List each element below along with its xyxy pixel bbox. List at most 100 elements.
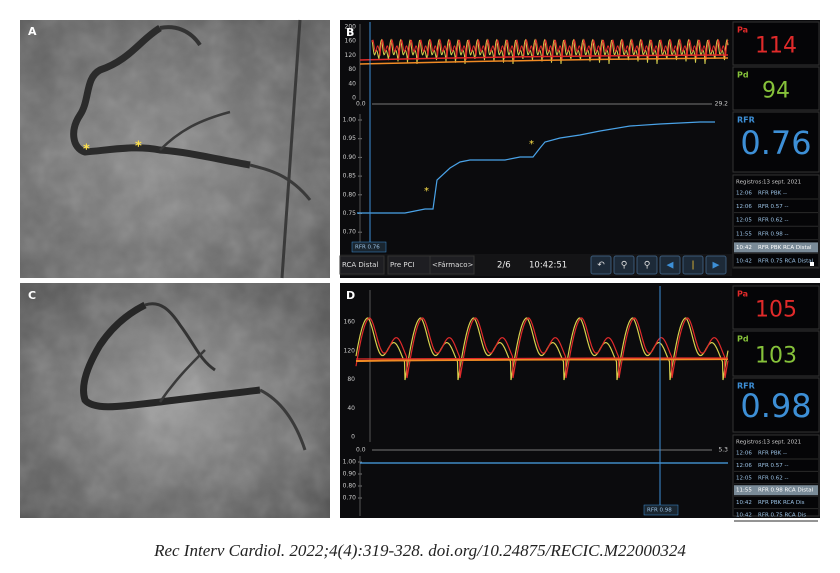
button-icon: ▶ bbox=[713, 261, 720, 271]
registry-time: 12:06 bbox=[736, 463, 752, 469]
pressure-tick: 200 bbox=[345, 24, 357, 31]
rfr-tick: 0.90 bbox=[343, 471, 357, 478]
toolbar-button[interactable] bbox=[613, 255, 635, 275]
pressure-trace bbox=[355, 317, 729, 381]
rfr-tick: 0.70 bbox=[343, 229, 357, 236]
registry-entry: RFR 0.62 -- bbox=[758, 475, 789, 481]
cursor-tag bbox=[351, 241, 387, 253]
mean-trace bbox=[359, 54, 729, 61]
toolbar-index: 2/6 bbox=[497, 261, 511, 271]
registry-title: Registros: bbox=[736, 440, 763, 446]
readout-label: Pa bbox=[737, 290, 748, 299]
pressure-tick: 160 bbox=[345, 38, 357, 45]
panel-label: A bbox=[28, 25, 37, 38]
mean-trace bbox=[359, 57, 729, 65]
rfr-trace bbox=[357, 121, 715, 214]
rfr-tick: 1.00 bbox=[343, 459, 357, 466]
toolbar-button[interactable] bbox=[682, 255, 704, 275]
panel-label: D bbox=[346, 289, 355, 302]
pressure-trace bbox=[355, 317, 729, 379]
time-end: 5.3 bbox=[718, 447, 728, 454]
registry-entry: RFR PBK RCA Dis bbox=[758, 500, 805, 506]
registry-entry: RFR 0.57 -- bbox=[758, 204, 789, 210]
toolbar-vessel: RCA Distal bbox=[342, 261, 378, 269]
rfr-tick: 0.90 bbox=[343, 154, 357, 161]
toolbar-phase: Pre PCI bbox=[390, 261, 415, 269]
toolbar-drug: <Fármaco> bbox=[432, 261, 474, 269]
rfr-tick: 0.85 bbox=[343, 173, 357, 180]
pressure-tick: 0 bbox=[351, 434, 355, 441]
button-icon: ◀ bbox=[667, 261, 674, 271]
button-icon: ⚲ bbox=[621, 261, 628, 271]
pressure-trace bbox=[371, 38, 729, 61]
time-end: 29.2 bbox=[715, 101, 729, 108]
rfr-tick: 0.80 bbox=[343, 191, 357, 198]
pressure-tick: 80 bbox=[347, 376, 355, 383]
readout-value: 114 bbox=[755, 34, 797, 59]
registry-time: 12:06 bbox=[736, 204, 752, 210]
registry-time: 11:55 bbox=[736, 231, 752, 237]
registry-entry: RFR PBK -- bbox=[758, 451, 787, 457]
toolbar-time: 10:42:51 bbox=[529, 261, 567, 271]
readout-box bbox=[732, 330, 820, 377]
registry-date: 13 sept. 2021 bbox=[763, 440, 801, 446]
pressure-tick: 160 bbox=[344, 319, 356, 326]
readout-box bbox=[732, 377, 820, 433]
rfr-tick: 0.70 bbox=[343, 495, 357, 502]
readout-label: RFR bbox=[737, 382, 755, 391]
mean-trace bbox=[355, 358, 729, 362]
time-start: 0.0 bbox=[356, 101, 366, 108]
registry-entry: RFR 0.62 -- bbox=[758, 218, 789, 224]
pressure-tick: 40 bbox=[347, 405, 355, 412]
registry-date: 13 sept. 2021 bbox=[763, 180, 801, 186]
toolbar-field bbox=[339, 255, 385, 275]
registry-entry: RFR 0.57 -- bbox=[758, 463, 789, 469]
toolbar-button[interactable] bbox=[636, 255, 658, 275]
registry-entry: RFR 0.75 RCA Dis bbox=[758, 513, 806, 519]
registry-time: 12:06 bbox=[736, 191, 752, 197]
annotation-star: * bbox=[529, 139, 534, 150]
toolbar-button[interactable] bbox=[659, 255, 681, 275]
panel-label: C bbox=[28, 289, 36, 302]
registry-entry: RFR PBK RCA Distal bbox=[758, 245, 812, 251]
cursor-tag bbox=[643, 504, 679, 516]
readout-value: 0.98 bbox=[740, 387, 811, 425]
rfr-tick: 0.75 bbox=[343, 210, 357, 217]
indicator bbox=[810, 262, 814, 266]
readout-box bbox=[732, 285, 820, 330]
svg-text:*: * bbox=[135, 140, 142, 155]
toolbar-button[interactable] bbox=[590, 255, 612, 275]
pressure-trace bbox=[371, 38, 729, 65]
readout-label: Pd bbox=[737, 335, 749, 344]
readout-box bbox=[732, 21, 820, 66]
caption: Rec Interv Cardiol. 2022;4(4):319-328. d… bbox=[153, 541, 686, 560]
button-icon: | bbox=[691, 261, 694, 271]
registry-highlight bbox=[734, 485, 818, 496]
button-icon: ⚲ bbox=[644, 261, 651, 271]
svg-text:*: * bbox=[83, 143, 90, 158]
registry-time: 11:55 bbox=[736, 488, 752, 494]
readout-label: Pd bbox=[737, 71, 749, 80]
mean-trace bbox=[355, 357, 729, 360]
rfr-tick: 1.00 bbox=[343, 117, 357, 124]
pressure-tick: 0 bbox=[352, 95, 356, 102]
pressure-tick: 80 bbox=[348, 66, 356, 73]
readout-label: Pa bbox=[737, 26, 748, 35]
registry-entry: RFR 0.98 RCA Distal bbox=[758, 488, 814, 494]
toolbar-field bbox=[429, 255, 475, 275]
readout-value: 103 bbox=[755, 344, 797, 369]
registry-entry: RFR 0.98 -- bbox=[758, 231, 789, 237]
registry-time: 12:05 bbox=[736, 475, 752, 481]
registry-highlight bbox=[734, 242, 818, 253]
readout-value: 0.76 bbox=[740, 124, 811, 162]
registry-title: Registros: bbox=[736, 180, 763, 186]
registry-box bbox=[732, 434, 820, 517]
registry-time: 12:06 bbox=[736, 451, 752, 457]
cursor-label: RFR 0.98 bbox=[647, 508, 672, 514]
readout-value: 94 bbox=[762, 79, 790, 104]
toolbar-button[interactable] bbox=[705, 255, 727, 275]
registry-time: 10:42 bbox=[736, 259, 752, 265]
registry-time: 10:42 bbox=[736, 513, 752, 519]
rfr-tick: 0.80 bbox=[343, 483, 357, 490]
